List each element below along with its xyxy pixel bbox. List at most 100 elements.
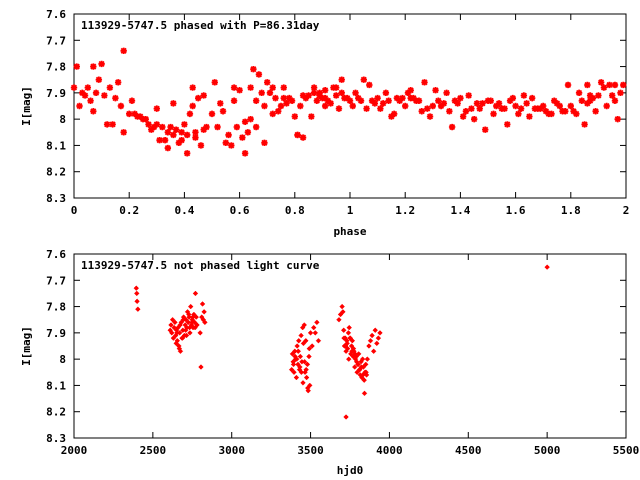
data-point	[291, 113, 298, 120]
data-point	[134, 113, 141, 120]
data-point	[186, 324, 193, 331]
data-point	[208, 110, 216, 118]
data-point	[559, 108, 566, 115]
data-point	[357, 97, 365, 104]
data-point	[567, 102, 574, 110]
data-point	[487, 97, 494, 104]
data-point	[360, 76, 367, 83]
data-point	[303, 366, 309, 373]
data-point	[371, 100, 379, 107]
data-point	[252, 123, 260, 131]
data-point	[185, 319, 192, 326]
data-point	[295, 337, 302, 344]
data-point	[509, 94, 517, 102]
data-point	[531, 105, 539, 112]
data-point	[359, 356, 366, 362]
plot-frame	[73, 253, 627, 439]
data-point	[517, 105, 525, 112]
data-point	[301, 359, 308, 365]
data-point	[308, 113, 315, 120]
data-point	[293, 374, 300, 381]
data-point	[192, 134, 199, 141]
data-point	[377, 330, 383, 336]
data-point	[388, 113, 395, 120]
data-point	[313, 97, 321, 104]
data-point	[159, 123, 166, 131]
data-point	[589, 94, 597, 102]
data-point	[172, 126, 180, 133]
x-tick-label: 0.8	[285, 204, 305, 217]
data-point	[103, 121, 111, 128]
data-point	[603, 102, 610, 110]
x-tick-label: 0.4	[174, 204, 194, 217]
data-point	[355, 94, 362, 102]
data-point	[575, 89, 583, 97]
data-point	[120, 47, 127, 54]
data-point	[297, 102, 304, 110]
data-point	[440, 100, 448, 107]
data-point	[424, 105, 431, 112]
data-point	[198, 364, 204, 370]
data-point	[504, 121, 511, 128]
data-point	[261, 102, 268, 110]
data-series	[133, 264, 550, 420]
data-point	[170, 131, 177, 139]
data-point	[73, 63, 80, 70]
data-point	[540, 102, 547, 110]
data-series	[70, 47, 627, 157]
data-point	[269, 84, 276, 91]
data-point	[192, 290, 199, 297]
data-point	[153, 105, 160, 112]
y-tick-label: 8	[59, 113, 66, 126]
data-point	[161, 136, 169, 144]
data-point	[340, 327, 347, 333]
data-point	[437, 102, 445, 110]
data-point	[407, 87, 414, 94]
data-point	[367, 337, 374, 344]
y-tick-label: 8	[59, 353, 66, 366]
y-axis-label: I[mag]	[20, 86, 33, 126]
data-point	[101, 92, 108, 99]
data-point	[294, 131, 301, 139]
data-point	[258, 89, 265, 97]
x-tick-label: 0.2	[119, 204, 139, 217]
data-point	[195, 94, 202, 102]
data-point	[277, 102, 285, 110]
data-point	[606, 81, 613, 89]
data-point	[316, 89, 323, 97]
data-point	[358, 364, 365, 370]
data-point	[515, 110, 522, 118]
data-point	[370, 348, 377, 355]
data-point	[299, 134, 307, 141]
data-point	[197, 142, 205, 149]
data-point	[142, 115, 149, 123]
data-point	[134, 298, 140, 305]
data-point	[592, 108, 599, 115]
chart-title: 113929-5747.5 not phased light curve	[81, 259, 320, 272]
data-point	[344, 340, 350, 347]
data-point	[135, 306, 141, 312]
data-point	[528, 94, 536, 102]
data-point	[351, 364, 358, 370]
data-point	[448, 123, 456, 131]
data-point	[153, 121, 160, 128]
data-point	[597, 79, 605, 86]
data-point	[230, 97, 238, 104]
data-point	[349, 102, 356, 110]
data-point	[324, 97, 332, 104]
data-point	[421, 79, 428, 86]
data-point	[128, 97, 136, 104]
data-point	[81, 92, 89, 99]
data-point	[275, 108, 282, 115]
data-point	[211, 79, 218, 86]
data-point	[346, 97, 354, 104]
data-point	[112, 94, 119, 102]
data-point	[360, 372, 366, 378]
data-point	[177, 322, 183, 328]
data-point	[364, 356, 371, 362]
data-point	[244, 129, 252, 136]
data-point	[150, 123, 158, 131]
data-point	[304, 361, 311, 368]
data-point	[95, 76, 103, 83]
data-point	[570, 108, 577, 115]
